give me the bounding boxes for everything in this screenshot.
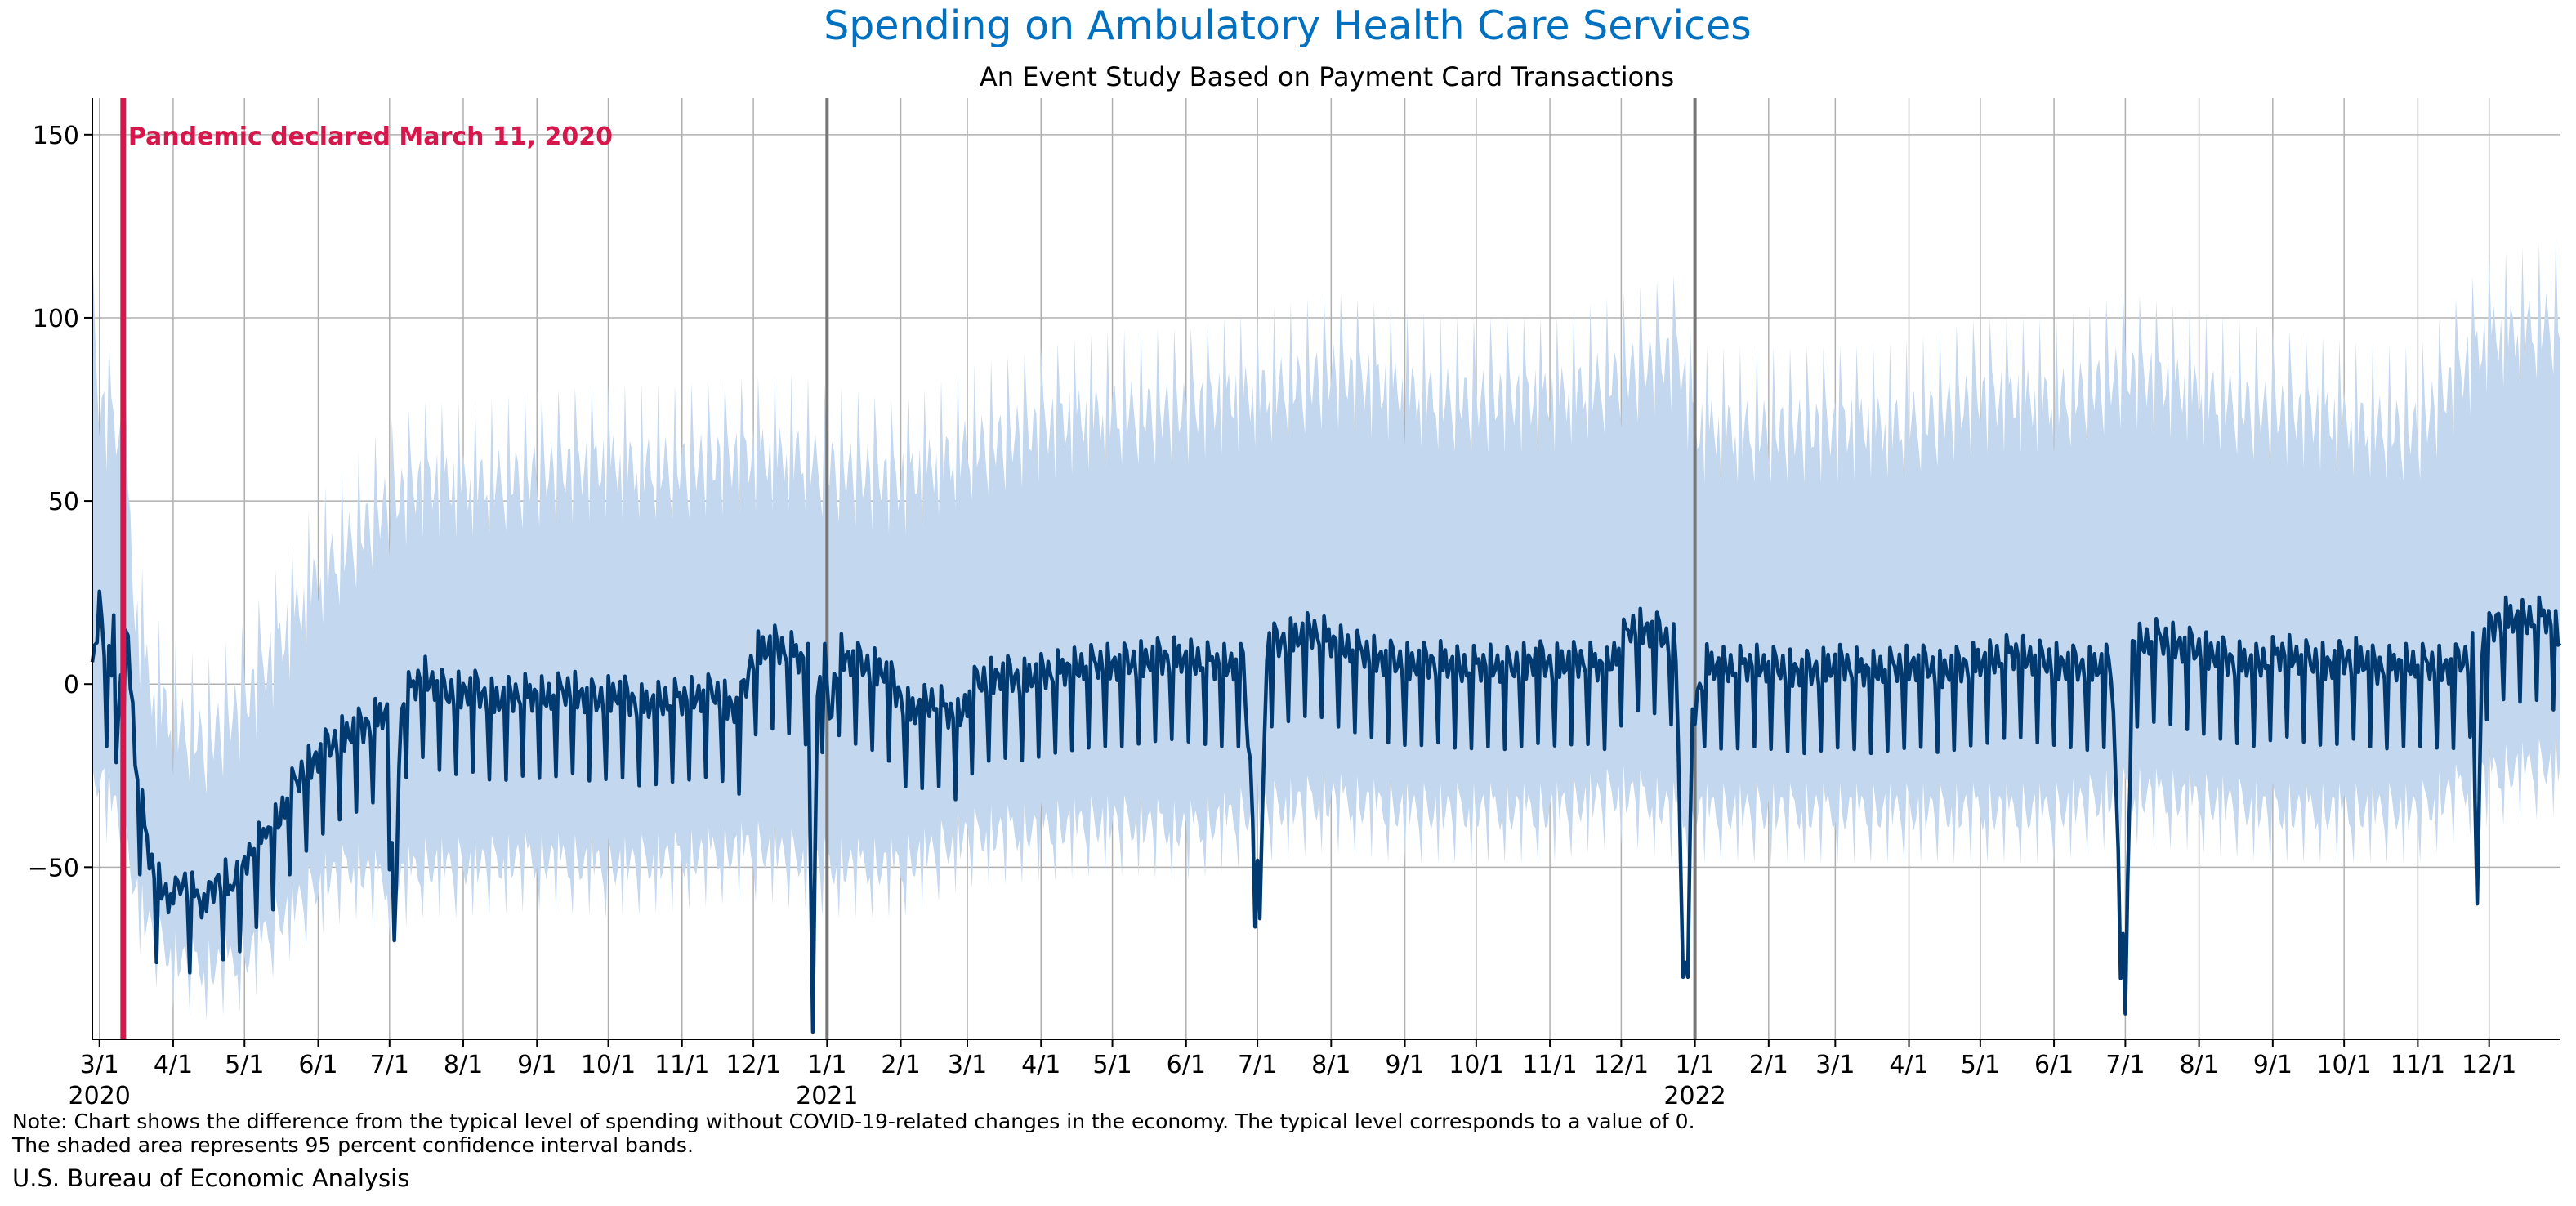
x-tick-label: 11/1	[1522, 1051, 1577, 1079]
x-tick-label: 9/1	[2253, 1051, 2293, 1079]
x-tick-label: 7/1	[370, 1051, 409, 1079]
chart-note-line-2: The shaded area represents 95 percent co…	[12, 1133, 694, 1157]
x-tick-label: 10/1	[1449, 1051, 1503, 1079]
x-tick-label: 5/1	[1092, 1051, 1132, 1079]
x-tick-label: 1/1	[807, 1051, 846, 1079]
y-tick-label: 150	[33, 122, 79, 150]
x-tick-label: 6/1	[298, 1051, 337, 1079]
y-tick-label: 100	[33, 305, 79, 333]
x-tick-label: 3/1	[948, 1051, 987, 1079]
x-tick-label: 8/1	[444, 1051, 483, 1079]
chart-note-line-1: Note: Chart shows the difference from th…	[12, 1110, 1695, 1133]
x-tick-label: 11/1	[2391, 1051, 2445, 1079]
x-tick-label: 12/1	[2462, 1051, 2516, 1079]
x-tick-label: 5/1	[225, 1051, 264, 1079]
x-tick-label: 12/1	[725, 1051, 780, 1079]
estimate-line	[90, 589, 2562, 1034]
x-year-label: 2022	[1663, 1082, 1726, 1110]
x-tick-label: 9/1	[517, 1051, 556, 1079]
x-tick-label: 5/1	[1961, 1051, 2000, 1079]
x-tick-label: 3/1	[1815, 1051, 1855, 1079]
x-tick-label: 8/1	[1311, 1051, 1351, 1079]
estimate-line-layer	[90, 589, 2562, 1034]
x-tick-label: 8/1	[2179, 1051, 2218, 1079]
year-markers	[825, 98, 1697, 1039]
x-tick-label: 10/1	[2316, 1051, 2371, 1079]
x-tick-label: 6/1	[2034, 1051, 2074, 1079]
x-year-label: 2021	[796, 1082, 858, 1110]
y-tick-label: 0	[64, 671, 79, 699]
x-tick-label: 7/1	[2105, 1051, 2145, 1079]
chart-title: Spending on Ambulatory Health Care Servi…	[824, 2, 1752, 49]
x-tick-label: 2/1	[1749, 1051, 1788, 1079]
x-tick-label: 7/1	[1238, 1051, 1277, 1079]
pandemic-event-label: Pandemic declared March 11, 2020	[128, 123, 613, 151]
chart-subtitle: An Event Study Based on Payment Card Tra…	[980, 61, 1674, 92]
x-tick-label: 11/1	[654, 1051, 709, 1079]
x-tick-label: 3/1	[80, 1051, 119, 1079]
x-tick-label: 1/1	[1675, 1051, 1714, 1079]
x-tick-label: 10/1	[581, 1051, 636, 1079]
axes: −50 0 50 100 150 3/1 2020 4/1 5/1 6/1 7/1 8/1 9/1 10/…	[28, 98, 2560, 1110]
y-tick-label: 50	[48, 488, 79, 516]
x-tick-label: 4/1	[1021, 1051, 1060, 1079]
source-credit: U.S. Bureau of Economic Analysis	[12, 1164, 410, 1192]
y-tick-label: −50	[28, 854, 79, 882]
x-tick-label: 4/1	[1889, 1051, 1928, 1079]
x-tick-label: 9/1	[1385, 1051, 1424, 1079]
x-tick-label: 6/1	[1167, 1051, 1206, 1079]
x-tick-label: 4/1	[154, 1051, 193, 1079]
event-marker: Pandemic declared March 11, 2020	[120, 98, 613, 1039]
x-year-label: 2020	[69, 1082, 131, 1110]
x-tick-label: 12/1	[1594, 1051, 1649, 1079]
x-tick-label: 2/1	[881, 1051, 920, 1079]
